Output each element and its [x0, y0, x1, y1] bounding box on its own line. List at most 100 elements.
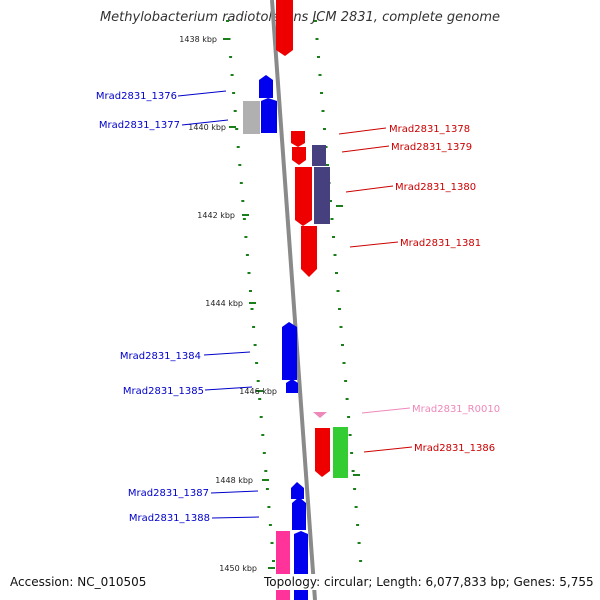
ruler-dot [342, 362, 346, 364]
tick-label: 1438 kbp [179, 35, 217, 44]
ruler-dot [335, 272, 338, 274]
tick-1446: 1446 kbp [239, 387, 277, 396]
ruler-dot [339, 326, 343, 328]
leader-line [210, 490, 259, 494]
ruler-dot [350, 452, 354, 454]
ruler-dot [232, 92, 236, 94]
gene-label[interactable]: Mrad2831_1376 [96, 91, 177, 102]
gene-label[interactable]: Mrad2831_1384 [120, 351, 201, 362]
gene-mrad2831-1385[interactable] [286, 379, 298, 393]
gene-mrad2831-1378[interactable] [291, 131, 305, 147]
ruler-dot [321, 110, 325, 112]
ruler-dot [345, 398, 349, 400]
ruler-dot [318, 74, 322, 76]
gene-mrad2831-1376[interactable] [259, 75, 273, 98]
tick-1440: 1440 kbp [188, 123, 236, 132]
gene-label[interactable]: Mrad2831_1381 [400, 238, 481, 249]
gene-mrad2831-1386[interactable] [315, 428, 330, 477]
gene-label[interactable]: Mrad2831_1379 [391, 142, 472, 153]
gene-mrad2831-1377[interactable] [261, 98, 277, 133]
gene-green[interactable] [333, 427, 348, 478]
ruler-dot [267, 506, 271, 508]
gene-label[interactable]: Mrad2831_1378 [389, 124, 470, 135]
gene-mrad2831-1388[interactable] [292, 497, 306, 530]
gene-label[interactable]: Mrad2831_1377 [99, 120, 180, 131]
tick-label: 1444 kbp [205, 299, 243, 308]
ruler-dot [245, 254, 249, 256]
ruler-dot [238, 164, 242, 166]
ruler-dot [323, 128, 326, 130]
ruler-dot [270, 542, 274, 544]
ruler-dot [265, 488, 269, 490]
ruler-dot [250, 308, 254, 310]
gene-label[interactable]: Mrad2831_1380 [395, 182, 476, 193]
ruler-dot [320, 92, 323, 94]
ruler-dot [226, 20, 229, 22]
leader-line [203, 351, 251, 356]
gene-purple-small[interactable] [312, 145, 326, 166]
leader-line [338, 127, 387, 135]
ruler-dot [332, 236, 335, 238]
ruler-dot [261, 434, 265, 436]
ruler-dot [315, 38, 319, 40]
gene-mrad2831-1387[interactable] [291, 482, 304, 499]
ruler-dot [247, 272, 251, 274]
tick-label: 1446 kbp [239, 387, 277, 396]
gene-label[interactable]: Mrad2831_1387 [128, 488, 209, 499]
leader-line [211, 516, 260, 519]
ruler-dot [336, 290, 340, 292]
gene-gray[interactable] [243, 101, 260, 134]
tick-1448: 1448 kbp [215, 476, 269, 485]
gene-label[interactable]: Mrad2831_1385 [123, 386, 204, 397]
gene-label[interactable]: Mrad2831_R0010 [412, 404, 500, 415]
leader-line [204, 386, 253, 391]
ruler-dot [341, 344, 344, 346]
ruler-dot [268, 524, 272, 526]
ruler-dot [233, 110, 237, 112]
gene-label[interactable]: Mrad2831_1386 [414, 443, 495, 454]
ruler-dot [253, 344, 257, 346]
ruler-dot [357, 542, 361, 544]
leader-line [177, 90, 227, 97]
ruler-dot [272, 560, 275, 562]
ruler-dot [264, 470, 268, 472]
ruler-dot [351, 470, 355, 472]
ruler-dot [241, 200, 245, 202]
tick-1450: 1450 kbp [219, 564, 275, 573]
tick-1442: 1442 kbp [197, 211, 249, 220]
ruler-dot [259, 416, 263, 418]
map-title: Methylobacterium radiotolerans JCM 2831,… [99, 10, 501, 25]
ruler-dot [338, 308, 341, 310]
ruler-dot [333, 254, 337, 256]
tick-1438: 1438 kbp [179, 35, 230, 44]
gene-mrad2831-1380[interactable] [295, 167, 312, 226]
tick-label: 1450 kbp [219, 564, 257, 573]
gene-mrad2831-1379[interactable] [292, 147, 306, 165]
ruler-dot [356, 524, 360, 526]
ruler-dot [239, 182, 243, 184]
gene-label[interactable]: Mrad2831_1388 [129, 513, 210, 524]
tick-label: 1440 kbp [188, 123, 226, 132]
ruler-dot [326, 164, 329, 166]
gene-mrad2831-1384[interactable] [282, 322, 297, 380]
gene-mrad2831-1381[interactable] [301, 226, 317, 277]
ruler-dot [317, 56, 320, 58]
ruler-dot [256, 380, 260, 382]
ruler-dot [348, 434, 352, 436]
tick-1444: 1444 kbp [205, 299, 256, 308]
accession-text: Accession: NC_010505 [8, 574, 149, 590]
ruler-dot [258, 398, 262, 400]
leader-line [181, 119, 229, 126]
gene-purple-large[interactable] [314, 167, 330, 224]
rna-mrad2831-r0010[interactable] [313, 412, 327, 418]
leader-line [361, 407, 411, 414]
ruler-dot [347, 416, 351, 418]
ruler-dot [255, 362, 259, 364]
ruler-dot [230, 74, 234, 76]
ruler-dot [359, 560, 363, 562]
gene-red-top[interactable] [276, 0, 293, 56]
leader-line [341, 145, 390, 153]
ruler-dot [314, 20, 317, 22]
